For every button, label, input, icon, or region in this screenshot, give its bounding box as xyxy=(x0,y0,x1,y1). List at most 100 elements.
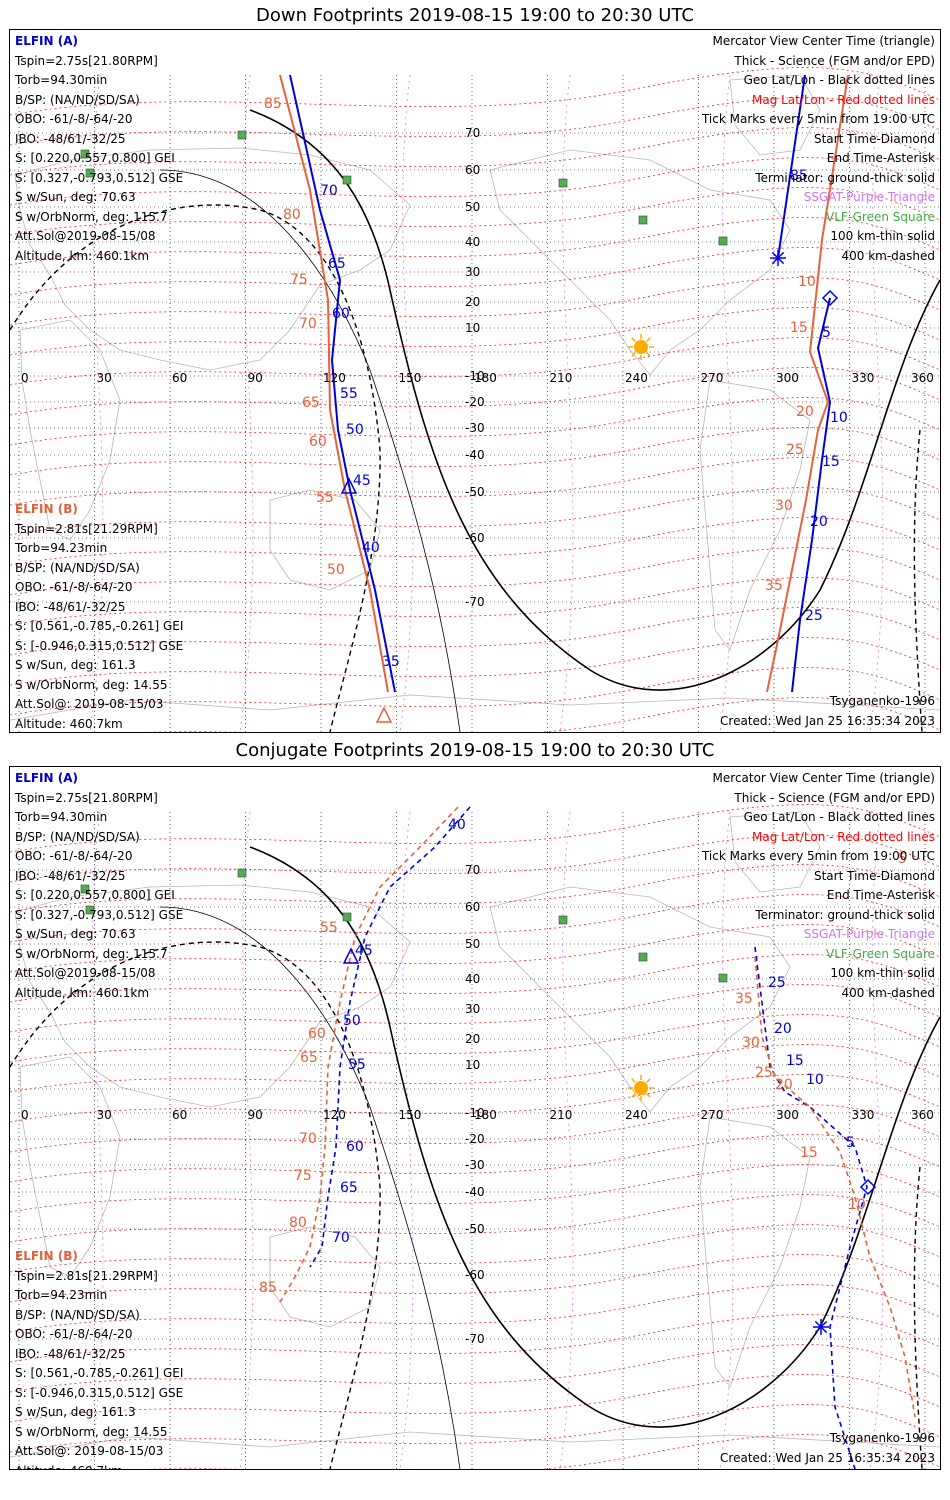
lat-tick-label: 40 xyxy=(465,972,480,986)
elfin-b-tick-label: 70 xyxy=(299,316,317,332)
mag-meridian xyxy=(89,74,104,732)
vlf-station-icon xyxy=(342,912,352,922)
mag-meridian xyxy=(239,811,254,1469)
vlf-station-icon xyxy=(80,149,90,159)
info-line: Altitude, km: 460.1km xyxy=(15,248,150,263)
elfin-b-tick-label: 50 xyxy=(327,562,345,578)
lat-tick-label: -60 xyxy=(465,531,485,545)
elfin-b-altitude: Altitude: 460.7km xyxy=(15,716,123,731)
legend-center-time: Mercator View Center Time (triangle) xyxy=(712,771,935,785)
info-line: OBO: -61/-8/-64/-20 xyxy=(15,1327,133,1341)
mag-meridian xyxy=(869,811,884,1469)
info-line: OBO: -61/-8/-64/-20 xyxy=(15,849,133,863)
lon-tick-label: 150 xyxy=(399,1108,422,1122)
lat-tick-label: 30 xyxy=(465,1002,480,1016)
elfin-a-header: ELFIN (A) xyxy=(15,771,78,785)
elfin-b-tick-label: 30 xyxy=(775,498,793,514)
lon-tick-label: 90 xyxy=(248,371,263,385)
lat-tick-label: -70 xyxy=(465,595,485,609)
elfin-a-tick-label: 35 xyxy=(382,654,400,670)
lon-tick-label: 240 xyxy=(625,371,648,385)
elfin-b-conj-east xyxy=(754,956,916,1418)
info-line: Torb=94.23min xyxy=(15,541,108,555)
lon-tick-label: 90 xyxy=(248,1108,263,1122)
vlf-station-icon xyxy=(85,168,95,178)
elfin-b-tick-label: 80 xyxy=(289,1215,307,1231)
markers xyxy=(340,250,839,723)
terminator-100km xyxy=(159,169,461,732)
legend-start: Start Time-Diamond xyxy=(813,868,935,883)
info-line: OBO: -61/-8/-64/-20 xyxy=(15,112,133,126)
legend-mag: Mag Lat/Lon - Red dotted lines xyxy=(751,829,935,844)
mag-meridian xyxy=(559,811,574,1469)
elfin-a-tick-label: 20 xyxy=(810,514,828,530)
legend-center-time: Mercator View Center Time (triangle) xyxy=(712,34,935,48)
elfin-b-header: ELFIN (B) xyxy=(15,1249,78,1263)
map-frame-down: 85 70 65 60 55 50 45 40 35 5 10 15 20 25 85 80 75 70 65 60… xyxy=(9,29,941,733)
coastline-south-america xyxy=(699,379,811,651)
terminator xyxy=(10,109,940,732)
legend-ssgat: SSGAT-Purple Triangle xyxy=(803,927,935,941)
elfin-b-conj-west xyxy=(279,806,459,1303)
elfin-a-tick-label: 50 xyxy=(346,422,364,438)
coastline-eurasia xyxy=(14,147,411,371)
center-triangle-icon xyxy=(375,706,393,723)
elfin-b-tick-label: 5 xyxy=(898,851,907,867)
elfin-a-tick-label: 55 xyxy=(348,1057,366,1073)
center-triangle-icon xyxy=(340,477,358,494)
info-line: Tspin=2.75s[21.80RPM] xyxy=(15,790,158,805)
info-line: S: [-0.946,0.315,0.512] GSE xyxy=(15,1385,184,1400)
lat-tick-label: -20 xyxy=(465,395,485,409)
info-line: Altitude, km: 460.1km xyxy=(15,985,150,1000)
lon-tick-label: 330 xyxy=(852,371,875,385)
info-line: S w/Sun, deg: 70.63 xyxy=(15,190,136,204)
legend-end: End Time-Asterisk xyxy=(826,888,935,902)
legend-terminator: Terminator: ground-thick solid xyxy=(755,907,935,922)
lat-tick-label: 70 xyxy=(465,126,480,140)
elfin-a-tick-label: 5 xyxy=(846,1135,855,1151)
lon-tick-label: 120 xyxy=(323,1108,346,1122)
elfin-b-tick-label: 75 xyxy=(294,1168,312,1184)
mag-meridian xyxy=(869,74,884,732)
lon-tick-label: 300 xyxy=(776,1108,799,1122)
elfin-a-conj-west xyxy=(309,806,471,1268)
lat-tick-label: -10 xyxy=(465,369,485,383)
elfin-a-track-west xyxy=(289,74,396,693)
coastline-antarctica xyxy=(10,1431,940,1458)
elfin-a-tick-label: 70 xyxy=(320,183,338,199)
vlf-station-icon xyxy=(342,175,352,185)
vlf-station-icon xyxy=(237,868,247,878)
elfin-b-tick-label: 20 xyxy=(796,404,814,420)
terminator-400km-east xyxy=(913,1166,923,1469)
vlf-stations xyxy=(80,130,728,246)
elfin-b-tick-label: 85 xyxy=(259,1280,277,1296)
vlf-stations xyxy=(80,868,728,983)
elfin-a-tick-label: 45 xyxy=(355,943,373,959)
legend-geo: Geo Lat/Lon - Black dotted lines xyxy=(743,73,935,87)
info-line: S: [0.220,0.557,0.800] GEI xyxy=(15,151,175,165)
info-line: B/SP: (NA/ND/SD/SA) xyxy=(15,1307,140,1322)
elfin-a-tick-label: 60 xyxy=(346,1139,364,1155)
mag-meridian xyxy=(89,811,104,1469)
geo-grid xyxy=(10,812,940,1469)
lon-tick-label: 360 xyxy=(911,1108,934,1122)
created-label: Created: Wed Jan 25 16:35:34 2023 xyxy=(720,714,935,728)
elfin-b-tick-label: 10 xyxy=(848,1197,866,1213)
legend-ticks: Tick Marks every 5min from 19:00 UTC xyxy=(701,112,935,126)
elfin-b-tick-label: 80 xyxy=(283,207,301,223)
lat-tick-label: 10 xyxy=(465,1058,480,1072)
mag-meridian xyxy=(399,811,414,1469)
lat-tick-label: 30 xyxy=(465,265,480,279)
legend-mag: Mag Lat/Lon - Red dotted lines xyxy=(751,92,935,107)
vlf-station-icon xyxy=(558,178,568,188)
legend-400km: 400 km-dashed xyxy=(841,248,935,263)
sun-icon xyxy=(634,340,648,354)
lat-tick-label: -50 xyxy=(465,1222,485,1236)
elfin-a-track: 85 70 65 60 55 50 45 40 35 5 10 15 20 25 xyxy=(289,74,848,693)
elfin-a-tick-label: 45 xyxy=(353,473,371,489)
legend-ssgat: SSGAT-Purple Triangle xyxy=(803,190,935,204)
lat-tick-label: 70 xyxy=(465,863,480,877)
info-line: S w/Sun, deg: 161.3 xyxy=(15,1405,136,1419)
